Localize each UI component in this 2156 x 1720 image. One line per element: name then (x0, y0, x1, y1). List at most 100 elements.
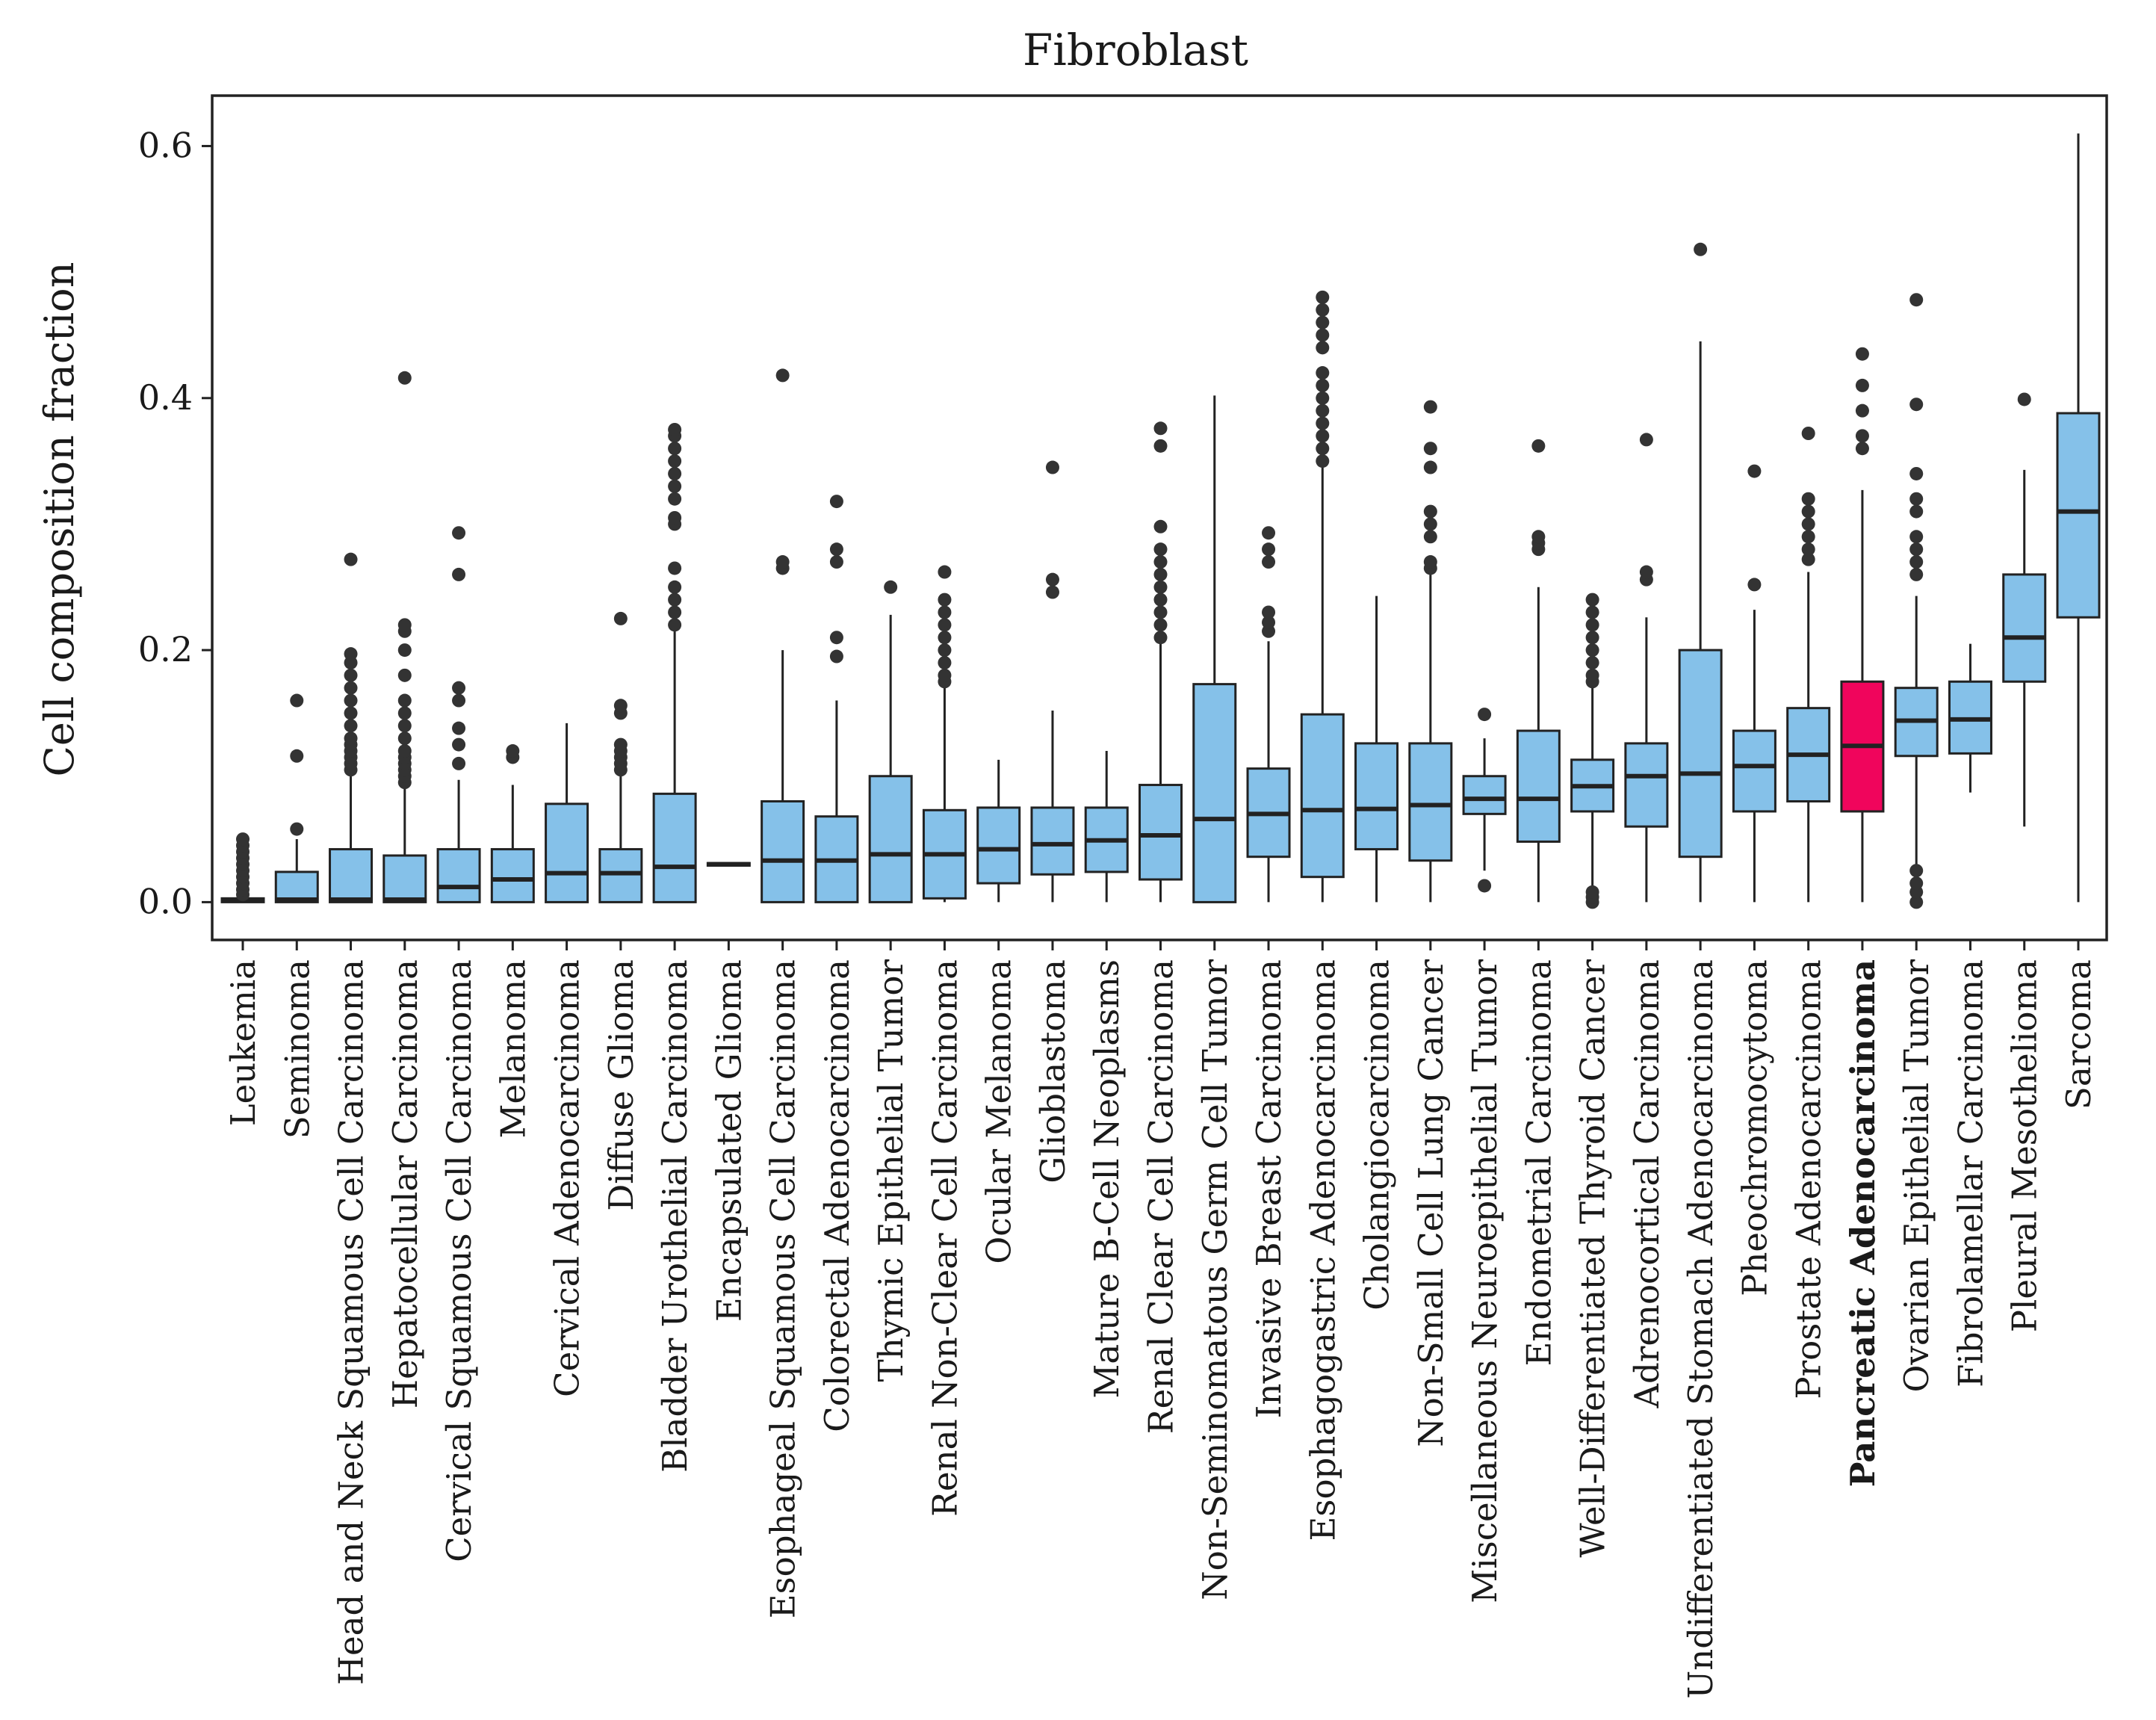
iqr-box (274, 870, 319, 903)
outlier-point (1585, 885, 1599, 899)
iqr-box (2002, 573, 2047, 683)
box-group (1246, 526, 1291, 903)
outlier-point (236, 832, 250, 847)
outlier-point (1262, 605, 1276, 619)
outlier-point (344, 668, 358, 682)
box-group (274, 693, 319, 903)
iqr-box (1300, 713, 1345, 879)
outlier-point (1585, 618, 1599, 632)
box-group (1516, 439, 1561, 903)
outlier-point (1531, 530, 1546, 544)
outlier-point (397, 744, 412, 758)
iqr-box (1192, 683, 1237, 903)
box-group (1894, 293, 1939, 909)
outlier-point (1423, 555, 1437, 569)
box-group (545, 723, 589, 903)
outlier-point (397, 618, 412, 632)
outlier-point (668, 580, 682, 594)
outlier-point (1909, 492, 1924, 506)
outlier-point (938, 643, 952, 658)
box-group (1570, 593, 1615, 909)
x-tick-label: Encapsulated Glioma (709, 959, 749, 1322)
iqr-box (545, 802, 589, 903)
box-group (868, 580, 913, 903)
x-tick-label: Pleural Mesothelioma (2005, 959, 2045, 1332)
outlier-point (1909, 397, 1924, 412)
outlier-point (1855, 347, 1869, 361)
box-group (329, 552, 374, 903)
outlier-point (613, 699, 628, 713)
outlier-point (1478, 879, 1492, 893)
outlier-point (829, 495, 843, 509)
x-tick-label: Diffuse Glioma (601, 959, 641, 1211)
x-tick-label: Mature B-Cell Neoplasms (1087, 959, 1127, 1399)
outlier-point (1423, 530, 1437, 544)
box-group (1084, 751, 1129, 903)
outlier-point (1747, 464, 1762, 478)
outlier-point (1316, 378, 1330, 392)
outlier-point (1316, 366, 1330, 380)
outlier-point (452, 721, 466, 735)
iqr-box (1354, 742, 1399, 851)
outlier-point (1585, 593, 1599, 607)
x-tick-label: Ovarian Epithelial Tumor (1897, 959, 1936, 1393)
outlier-point (2017, 392, 2031, 406)
outlier-point (452, 526, 466, 540)
iqr-box (382, 854, 427, 903)
x-tick-label: Pheochromocytoma (1735, 959, 1774, 1296)
outlier-point (613, 611, 628, 625)
x-tick-label: Well-Differentiated Thyroid Cancer (1573, 959, 1613, 1558)
box-group (814, 495, 859, 903)
outlier-point (1855, 442, 1869, 456)
outlier-point (884, 580, 898, 594)
outlier-point (1585, 631, 1599, 645)
outlier-point (1855, 378, 1869, 392)
plot-area (220, 133, 2101, 909)
box-group (382, 371, 427, 903)
outlier-point (452, 567, 466, 581)
box-group (1732, 464, 1776, 903)
outlier-point (1855, 429, 1869, 443)
outlier-point (1153, 567, 1168, 581)
outlier-point (1855, 403, 1869, 418)
iqr-box (1678, 649, 1723, 859)
box-group (1354, 595, 1399, 903)
box-group (2056, 133, 2101, 903)
box-group (436, 526, 481, 903)
outlier-point (1316, 315, 1330, 330)
outlier-point (1423, 460, 1437, 474)
outlier-point (1153, 618, 1168, 632)
outlier-point (1316, 454, 1330, 468)
x-tick-label: Renal Clear Cell Carcinoma (1141, 959, 1181, 1434)
outlier-point (397, 706, 412, 720)
outlier-point (397, 668, 412, 682)
outlier-point (1153, 519, 1168, 533)
iqr-box (1462, 775, 1507, 815)
iqr-box (598, 848, 643, 903)
outlier-point (1153, 542, 1168, 557)
outlier-point (1801, 517, 1815, 531)
x-tick-label: Ocular Melanoma (979, 959, 1019, 1264)
outlier-point (397, 643, 412, 658)
y-tick-label: 0.4 (138, 377, 193, 418)
box-group (1678, 242, 1723, 903)
outlier-point (1153, 439, 1168, 453)
outlier-point (1801, 530, 1815, 544)
outlier-point (1909, 864, 1924, 878)
outlier-point (344, 706, 358, 720)
y-axis-label: Cell composition fraction (36, 262, 83, 777)
outlier-point (1316, 290, 1330, 304)
iqr-box (1030, 806, 1075, 876)
outlier-point (1531, 439, 1546, 453)
iqr-box (1139, 784, 1183, 881)
x-tick-label: Fibrolamellar Carcinoma (1951, 959, 1990, 1388)
x-tick-label: Adrenocortical Carcinoma (1627, 959, 1667, 1408)
outlier-point (1639, 433, 1653, 447)
iqr-box (2056, 412, 2101, 619)
outlier-point (1801, 504, 1815, 519)
outlier-point (1909, 293, 1924, 307)
outlier-point (1262, 542, 1276, 557)
outlier-point (1153, 631, 1168, 645)
outlier-point (668, 593, 682, 607)
outlier-point (1639, 565, 1653, 579)
